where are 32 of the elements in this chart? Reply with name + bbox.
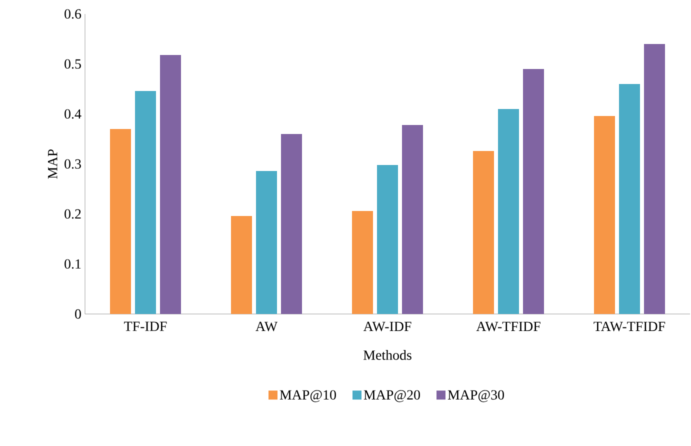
y-tick-label: 0.4 (64, 109, 82, 119)
legend-label: MAP@10 (280, 390, 336, 402)
y-tick-label: 0.2 (64, 209, 81, 219)
bar (619, 84, 640, 314)
bar (402, 125, 423, 314)
x-tick-label: TAW-TFIDF (594, 322, 666, 332)
x-tick-label: AW-TFIDF (476, 322, 540, 332)
bar (231, 216, 252, 314)
legend-label: MAP@30 (448, 390, 504, 402)
bar (523, 69, 544, 314)
x-tick-label: TF-IDF (124, 322, 167, 331)
legend-label: MAP@20 (364, 390, 420, 402)
y-tick-label: 0.3 (64, 159, 81, 169)
bar (160, 55, 181, 314)
bar (473, 151, 494, 314)
bar (110, 129, 131, 314)
y-tick-label: 0.5 (64, 59, 81, 69)
y-tick-label: 0.6 (64, 9, 82, 19)
x-tick-label: AW (256, 322, 278, 332)
bar (377, 165, 398, 314)
y-tick-label: 0.1 (64, 259, 81, 269)
bar (498, 109, 519, 314)
y-tick-label: 0 (75, 309, 81, 319)
bar (644, 44, 666, 314)
x-axis-title: Methods (364, 350, 412, 360)
y-axis-title: MAP (48, 149, 58, 179)
x-tick-label: AW-IDF (363, 322, 412, 332)
bar (281, 134, 302, 314)
bar (352, 211, 373, 314)
bar (256, 171, 277, 314)
bar (135, 91, 156, 314)
bar (594, 116, 615, 314)
